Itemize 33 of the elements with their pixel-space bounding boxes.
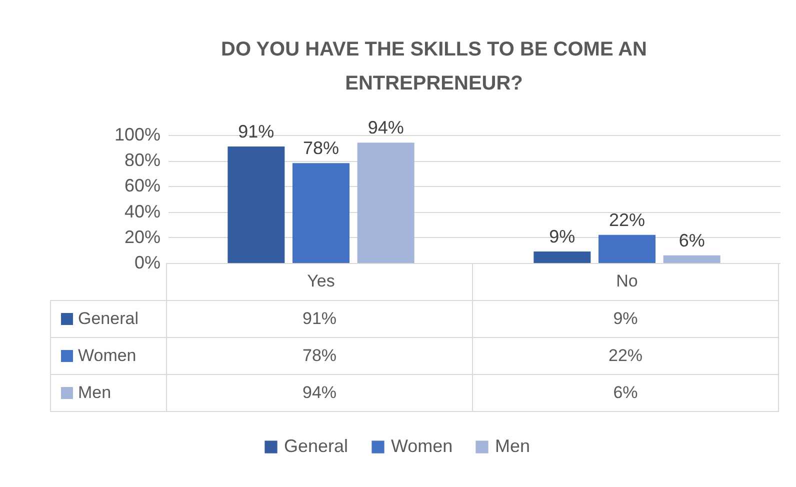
data-label: 91% <box>166 300 472 338</box>
data-label: 94% <box>166 374 472 412</box>
text: Women <box>78 346 136 365</box>
bar <box>228 146 285 263</box>
text: 91% <box>238 122 274 142</box>
data-label: 6% <box>472 374 778 412</box>
data-label: 22% <box>472 338 778 374</box>
x-tick-label: Yes <box>307 272 335 290</box>
text: General <box>284 436 348 456</box>
data-label: 78% <box>166 338 472 374</box>
text: Men <box>78 383 112 402</box>
chart-title: DO YOU HAVE THE SKILLS TO BE COME AN ENTREPRENEUR? <box>221 38 647 95</box>
data-label: 9% <box>472 300 778 338</box>
y-tick-label: 40% <box>124 201 160 222</box>
bar <box>663 255 720 263</box>
legend-label: Men <box>495 436 530 456</box>
text: 6% <box>678 230 705 250</box>
y-tick-label: 0% <box>134 252 160 272</box>
x-tick-label: No <box>616 272 638 290</box>
bar <box>598 234 656 263</box>
text: 94% <box>368 118 404 138</box>
y-tick-label: 60% <box>124 176 160 196</box>
bar <box>534 251 591 263</box>
bar <box>357 142 414 263</box>
legend-label: Women <box>391 436 453 456</box>
y-tick-label: 20% <box>124 226 160 247</box>
text: 9% <box>549 226 576 246</box>
y-tick-label: 100% <box>114 124 160 144</box>
y-tick-label: 80% <box>124 150 160 170</box>
text: 78% <box>302 138 340 158</box>
legend-label: General <box>50 300 166 338</box>
bar <box>292 163 350 263</box>
text: 22% <box>608 210 646 230</box>
